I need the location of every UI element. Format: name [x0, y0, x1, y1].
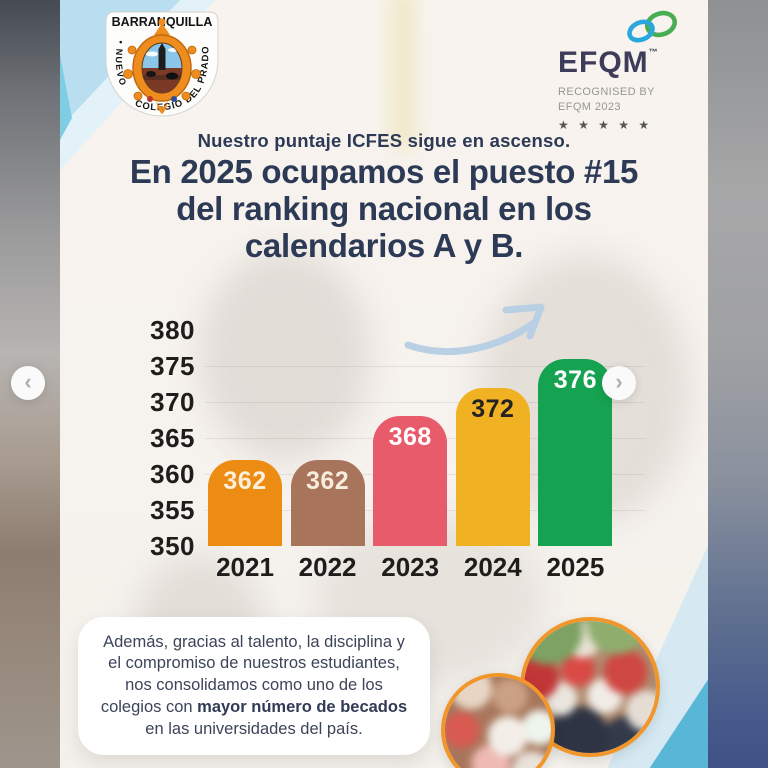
chevron-right-icon: › [615, 369, 623, 394]
y-axis-tick: 350 [150, 531, 195, 561]
efqm-logo-block: EFQM™ RECOGNISED BY EFQM 2023 ★ ★ ★ ★ ★ [558, 8, 708, 132]
y-axis-tick: 355 [150, 495, 195, 525]
efqm-brand-text: EFQM [558, 46, 649, 79]
x-axis-label: 2025 [546, 552, 605, 582]
carousel-prev-button[interactable]: ‹ [11, 366, 45, 400]
y-axis-tick: 375 [150, 351, 195, 381]
rising-arrow-icon [404, 303, 545, 356]
efqm-stars: ★ ★ ★ ★ ★ [558, 117, 653, 132]
bar-2021: 362 [208, 459, 282, 546]
efqm-infinity-icon [627, 10, 678, 43]
x-axis-label: 2023 [381, 552, 440, 582]
students-celebration-photo-image [445, 677, 551, 768]
bar-2024: 372 [455, 387, 530, 546]
bar-2025: 376 [538, 358, 613, 546]
school-crest: BARRANQUILLA • NUEVO COLEGIO DEL PRADO • [92, 2, 219, 117]
headline-line-2: del ranking nacional en los [176, 190, 592, 227]
gridline [205, 366, 645, 367]
x-axis-label: 2021 [216, 552, 274, 582]
bar-value-label: 362 [223, 466, 267, 495]
crest-emblem [123, 18, 201, 114]
gridline [205, 402, 645, 403]
x-axis-label: 2024 [463, 552, 522, 582]
efqm-trademark: ™ [648, 47, 659, 57]
efqm-wordmark: EFQM™ [558, 48, 708, 78]
footer-message-card: Además, gracias al talento, la disciplin… [78, 617, 430, 755]
headline-line-3: calendarios A y B. [244, 227, 524, 264]
carousel-blurred-edge-right [708, 0, 768, 768]
bar-value-label: 362 [305, 466, 350, 495]
y-axis-tick: 370 [150, 387, 195, 417]
x-axis-label: 2022 [298, 552, 357, 582]
bar-2022: 362 [290, 459, 365, 546]
bar-value-label: 372 [471, 394, 515, 423]
chevron-left-icon: ‹ [24, 369, 32, 394]
efqm-recognised-line2: EFQM 2023 [558, 100, 621, 113]
main-headline: En 2025 ocupamos el puesto #15 del ranki… [60, 153, 708, 264]
footer-message-text: Además, gracias al talento, la disciplin… [78, 626, 430, 747]
footer-text-before: Además, gracias al talento, la disciplin… [100, 632, 405, 716]
footer-text-after: en las universidades del país. [145, 719, 363, 738]
students-celebration-photo [441, 673, 555, 768]
bar-2023: 368 [373, 416, 448, 546]
bar-value-label: 376 [553, 365, 597, 394]
y-axis-tick: 365 [150, 423, 195, 453]
bar-chart: 380 375 370 365 360 355 350 362 2021 362 2022 368 20… [60, 0, 708, 768]
carousel-next-button[interactable]: › [602, 366, 636, 400]
bar-value-label: 368 [388, 423, 432, 452]
footer-text-bold: mayor número de becados [197, 697, 408, 716]
efqm-recognised-line1: RECOGNISED BY [558, 86, 655, 98]
y-axis-tick: 380 [150, 315, 195, 345]
kicker-text: Nuestro puntaje ICFES sigue en ascenso. [197, 130, 571, 151]
headline-line-1: En 2025 ocupamos el puesto #15 [129, 153, 639, 190]
y-axis-tick: 360 [150, 459, 195, 489]
